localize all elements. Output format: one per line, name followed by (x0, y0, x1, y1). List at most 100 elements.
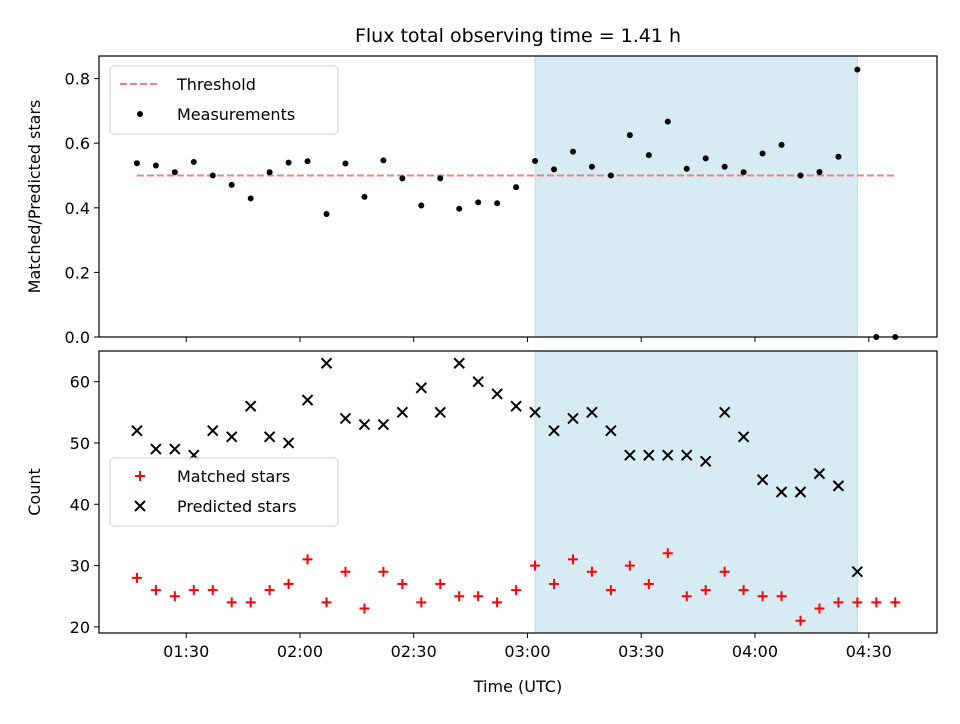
measurement-point (228, 181, 235, 188)
matched-marker (378, 566, 389, 577)
matched-marker (567, 554, 578, 565)
measurement-point (456, 205, 463, 212)
panel-2: 20 30 40 50 60 01:30 02:00 02:30 03:00 03:30 04:00… (25, 350, 938, 696)
matched-marker (473, 591, 484, 602)
matched-marker (871, 597, 882, 608)
predicted-marker (529, 406, 541, 419)
predicted-marker (131, 424, 143, 437)
predicted-marker (207, 424, 219, 437)
y-axis-label: Matched/Predicted stars (25, 100, 44, 294)
legend-label: Measurements (177, 105, 295, 124)
measurement-point (645, 152, 652, 159)
matched-marker (340, 566, 351, 577)
predicted-marker (301, 394, 314, 406)
measurement-point (475, 199, 482, 206)
measurement-point (626, 132, 633, 139)
x-tick-label: 02:00 (277, 642, 323, 661)
y-tick-label: 0.0 (65, 328, 90, 347)
predicted-marker (415, 382, 428, 394)
predicted-marker (491, 388, 503, 400)
predicted-marker (605, 424, 617, 437)
predicted-marker (567, 412, 579, 425)
measurement-point (664, 118, 671, 125)
y-tick-label: 60 (70, 373, 90, 392)
matched-marker (397, 578, 408, 589)
measurement-point (588, 163, 595, 170)
y-tick-label: 0.8 (65, 70, 90, 89)
matched-marker (264, 585, 275, 596)
predicted-marker (263, 431, 276, 443)
predicted-marker (699, 455, 712, 468)
predicted-marker (339, 412, 352, 425)
predicted-marker (586, 406, 598, 419)
matched-marker (150, 585, 161, 596)
predicted-marker (434, 406, 446, 419)
measurement-point (494, 200, 501, 207)
measurement-point (399, 175, 406, 182)
measurement-point (437, 175, 444, 182)
matched-marker (549, 578, 560, 589)
measurement-point (361, 193, 368, 200)
matched-marker (833, 597, 844, 608)
panel-1: 0.0 0.2 0.4 0.6 0.8 Matched/Predicted stars Fl… (25, 25, 938, 347)
matched-marker (605, 585, 616, 596)
x-tick-label: 02:30 (391, 642, 437, 661)
matched-marker (283, 578, 294, 589)
y-tick-label: 50 (70, 434, 90, 453)
matched-marker (586, 566, 597, 577)
x-tick-label: 04:30 (846, 642, 892, 661)
predicted-marker (150, 443, 162, 455)
measurement-point (835, 153, 842, 160)
matched-marker (245, 597, 256, 608)
measurement-point (323, 210, 330, 217)
x-axis-label: Time (UTC) (473, 677, 562, 696)
matched-marker (454, 591, 465, 602)
measurement-point (304, 158, 311, 165)
matched-marker (643, 578, 654, 589)
measurement-point (816, 168, 823, 175)
legend-box (109, 65, 339, 135)
measurement-point (778, 141, 785, 148)
matched-marker (188, 585, 199, 596)
matched-marker (700, 585, 711, 596)
legend: Matched stars Predicted stars (109, 457, 339, 527)
matched-marker (416, 597, 427, 608)
matched-marker (795, 615, 806, 626)
measurement-point (418, 202, 425, 209)
measurement-point (380, 157, 387, 164)
predicted-marker (718, 406, 731, 419)
matched-marker (359, 603, 370, 614)
matched-marker (226, 597, 237, 608)
highlight-span (534, 55, 858, 338)
measurement-point (740, 169, 747, 176)
legend-measurements-swatch (137, 111, 143, 117)
predicted-marker (662, 449, 674, 461)
predicted-marker (169, 443, 181, 455)
matched-marker (624, 560, 635, 571)
predicted-marker (377, 418, 390, 431)
matched-marker (131, 572, 142, 583)
x-tick-label: 03:00 (504, 642, 550, 661)
matched-marker (852, 597, 863, 608)
predicted-marker (775, 486, 788, 498)
predicted-marker (472, 375, 484, 388)
x-tick-label: 04:00 (732, 642, 778, 661)
measurement-point (759, 150, 766, 157)
predicted-marker (358, 418, 371, 431)
measurement-point (683, 165, 690, 172)
y-tick-label: 30 (70, 557, 90, 576)
predicted-marker (320, 357, 333, 369)
matched-marker (530, 560, 541, 571)
measurement-point (247, 195, 254, 202)
legend-predicted-swatch (134, 500, 146, 512)
predicted-marker (813, 467, 826, 480)
predicted-marker (244, 400, 257, 412)
y-axis-label: Count (25, 468, 44, 516)
measurement-point (551, 166, 558, 173)
legend-matched-swatch (135, 471, 145, 481)
predicted-marker (510, 400, 522, 412)
axes-frame (98, 350, 938, 634)
legend-label: Threshold (176, 75, 256, 94)
matched-marker (662, 548, 673, 559)
